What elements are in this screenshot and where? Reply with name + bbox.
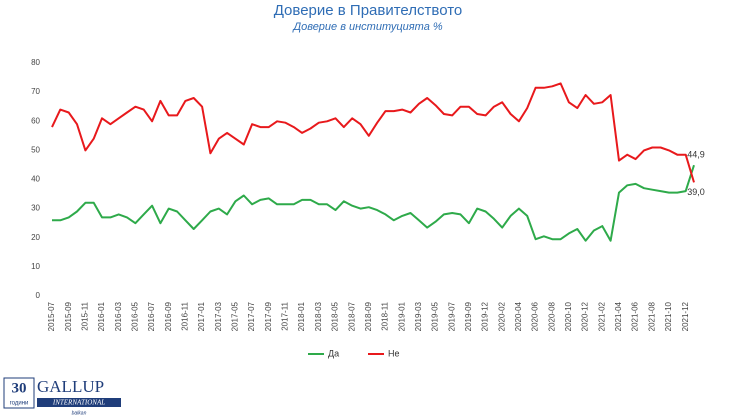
- legend-label: Да: [328, 348, 339, 358]
- x-tick-label: 2017-03: [214, 301, 223, 331]
- y-tick-label: 20: [31, 233, 40, 242]
- x-tick-label: 2021-04: [614, 301, 623, 331]
- x-tick-label: 2017-05: [231, 301, 240, 331]
- logo-box: [3, 377, 35, 409]
- chart-title: Доверие в Правителството: [274, 2, 463, 19]
- x-tick-label: 2019-09: [464, 301, 473, 331]
- y-tick-label: 60: [31, 116, 40, 125]
- x-tick-label: 2021-08: [647, 301, 656, 331]
- y-tick-label: 0: [36, 291, 41, 300]
- x-tick-label: 2018-03: [314, 301, 323, 331]
- logo: 30 години GALLUP INTERNATIONAL balkan: [3, 377, 121, 416]
- y-tick-label: 30: [31, 204, 40, 213]
- series-line: [51, 82, 695, 183]
- logo-number: 30: [12, 380, 27, 396]
- legend-label: Не: [388, 348, 400, 358]
- x-tick-label: 2015-07: [47, 301, 56, 331]
- y-tick-label: 80: [31, 58, 40, 67]
- logo-name: GALLUP: [37, 377, 104, 396]
- x-tick-label: 2016-11: [181, 301, 190, 330]
- x-tick-label: 2018-09: [364, 301, 373, 331]
- x-tick-label: 2020-08: [547, 301, 556, 331]
- series-line: [52, 164, 695, 242]
- x-tick-label: 2021-02: [597, 301, 606, 331]
- logo-caption: години: [10, 401, 29, 407]
- x-tick-label: 2018-07: [347, 301, 356, 331]
- x-tick-label: 2018-11: [381, 301, 390, 330]
- x-tick-label: 2021-12: [681, 301, 690, 331]
- logo-sub: INTERNATIONAL: [52, 399, 105, 407]
- logo-band: [37, 398, 121, 407]
- x-tick-label: 2019-03: [414, 301, 423, 331]
- x-tick-label: 2018-01: [297, 301, 306, 331]
- x-tick-label: 2021-10: [664, 301, 673, 331]
- x-tick-label: 2020-04: [514, 301, 523, 331]
- x-tick-label: 2020-06: [531, 301, 540, 331]
- y-tick-label: 10: [31, 262, 40, 271]
- x-tick-label: 2020-10: [564, 301, 573, 331]
- x-tick-label: 2017-09: [264, 301, 273, 331]
- y-tick-label: 50: [31, 145, 40, 154]
- x-tick-label: 2019-12: [481, 301, 490, 331]
- data-label: 44,9: [687, 150, 705, 160]
- x-tick-label: 2021-06: [631, 301, 640, 331]
- x-tick-label: 2017-07: [247, 301, 256, 331]
- x-tick-label: 2016-03: [114, 301, 123, 331]
- chart-subtitle: Доверие в институцията %: [291, 21, 443, 33]
- x-tick-label: 2015-09: [64, 301, 73, 331]
- x-tick-label: 2017-11: [281, 301, 290, 330]
- x-tick-label: 2016-05: [130, 301, 139, 331]
- x-tick-label: 2019-05: [431, 301, 440, 331]
- x-tick-label: 2016-09: [164, 301, 173, 331]
- x-tick-label: 2017-01: [197, 301, 206, 331]
- x-tick-label: 2015-11: [80, 301, 89, 330]
- y-tick-label: 40: [31, 175, 40, 184]
- x-tick-label: 2019-01: [397, 301, 406, 331]
- x-tick-label: 2018-05: [331, 301, 340, 331]
- x-tick-label: 2019-07: [447, 301, 456, 331]
- x-tick-label: 2016-07: [147, 301, 156, 331]
- x-tick-label: 2016-01: [97, 301, 106, 331]
- logo-region: balkan: [72, 410, 87, 416]
- x-tick-label: 2020-12: [581, 301, 590, 331]
- y-tick-label: 70: [31, 87, 40, 96]
- data-label: 39,0: [687, 187, 705, 197]
- x-tick-label: 2020-02: [497, 301, 506, 331]
